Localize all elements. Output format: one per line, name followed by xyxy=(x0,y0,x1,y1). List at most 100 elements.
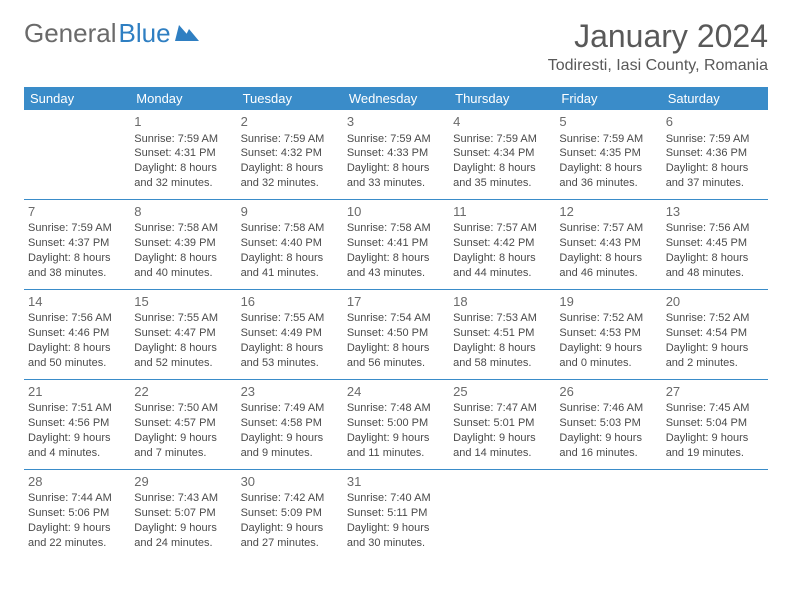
sunrise-line: Sunrise: 7:43 AM xyxy=(134,491,232,506)
calendar-cell: 18Sunrise: 7:53 AMSunset: 4:51 PMDayligh… xyxy=(449,289,555,379)
day-number: 18 xyxy=(453,293,551,311)
calendar-cell: 2Sunrise: 7:59 AMSunset: 4:32 PMDaylight… xyxy=(237,110,343,199)
calendar-cell: 8Sunrise: 7:58 AMSunset: 4:39 PMDaylight… xyxy=(130,199,236,289)
calendar-cell: 12Sunrise: 7:57 AMSunset: 4:43 PMDayligh… xyxy=(555,199,661,289)
sunset-line: Sunset: 4:41 PM xyxy=(347,236,445,251)
daylight-line-2: and 16 minutes. xyxy=(559,446,657,461)
sunrise-line: Sunrise: 7:57 AM xyxy=(559,221,657,236)
sunrise-line: Sunrise: 7:49 AM xyxy=(241,401,339,416)
sunrise-line: Sunrise: 7:45 AM xyxy=(666,401,764,416)
daylight-line-2: and 14 minutes. xyxy=(453,446,551,461)
header: GeneralBlue January 2024 Todiresti, Iasi… xyxy=(24,18,768,75)
daylight-line-1: Daylight: 8 hours xyxy=(347,161,445,176)
sunrise-line: Sunrise: 7:58 AM xyxy=(241,221,339,236)
daylight-line-2: and 38 minutes. xyxy=(28,266,126,281)
daylight-line-2: and 32 minutes. xyxy=(134,176,232,191)
daylight-line-2: and 41 minutes. xyxy=(241,266,339,281)
sunrise-line: Sunrise: 7:52 AM xyxy=(666,311,764,326)
sunrise-line: Sunrise: 7:55 AM xyxy=(241,311,339,326)
daylight-line-2: and 53 minutes. xyxy=(241,356,339,371)
calendar-week: 14Sunrise: 7:56 AMSunset: 4:46 PMDayligh… xyxy=(24,289,768,379)
day-number: 1 xyxy=(134,113,232,131)
daylight-line-1: Daylight: 8 hours xyxy=(28,251,126,266)
sunset-line: Sunset: 4:31 PM xyxy=(134,146,232,161)
sunset-line: Sunset: 5:01 PM xyxy=(453,416,551,431)
calendar-cell: 7Sunrise: 7:59 AMSunset: 4:37 PMDaylight… xyxy=(24,199,130,289)
logo-text-blue: Blue xyxy=(119,18,171,49)
daylight-line-1: Daylight: 9 hours xyxy=(559,341,657,356)
daylight-line-1: Daylight: 9 hours xyxy=(28,521,126,536)
sunrise-line: Sunrise: 7:40 AM xyxy=(347,491,445,506)
calendar-cell: 3Sunrise: 7:59 AMSunset: 4:33 PMDaylight… xyxy=(343,110,449,199)
daylight-line-1: Daylight: 8 hours xyxy=(241,161,339,176)
sunset-line: Sunset: 4:58 PM xyxy=(241,416,339,431)
day-header: Sunday xyxy=(24,87,130,110)
day-header-row: SundayMondayTuesdayWednesdayThursdayFrid… xyxy=(24,87,768,110)
daylight-line-2: and 32 minutes. xyxy=(241,176,339,191)
daylight-line-1: Daylight: 8 hours xyxy=(134,251,232,266)
daylight-line-1: Daylight: 9 hours xyxy=(347,521,445,536)
day-number: 9 xyxy=(241,203,339,221)
sunrise-line: Sunrise: 7:59 AM xyxy=(666,132,764,147)
daylight-line-1: Daylight: 9 hours xyxy=(666,341,764,356)
daylight-line-1: Daylight: 9 hours xyxy=(559,431,657,446)
calendar-cell: 24Sunrise: 7:48 AMSunset: 5:00 PMDayligh… xyxy=(343,379,449,469)
sunrise-line: Sunrise: 7:58 AM xyxy=(134,221,232,236)
calendar-cell: 9Sunrise: 7:58 AMSunset: 4:40 PMDaylight… xyxy=(237,199,343,289)
daylight-line-2: and 33 minutes. xyxy=(347,176,445,191)
calendar-cell: 25Sunrise: 7:47 AMSunset: 5:01 PMDayligh… xyxy=(449,379,555,469)
daylight-line-2: and 27 minutes. xyxy=(241,536,339,551)
sunrise-line: Sunrise: 7:56 AM xyxy=(28,311,126,326)
day-number: 28 xyxy=(28,473,126,491)
day-number: 16 xyxy=(241,293,339,311)
day-number: 5 xyxy=(559,113,657,131)
calendar-cell: 11Sunrise: 7:57 AMSunset: 4:42 PMDayligh… xyxy=(449,199,555,289)
sunset-line: Sunset: 5:11 PM xyxy=(347,506,445,521)
sunrise-line: Sunrise: 7:59 AM xyxy=(134,132,232,147)
sunset-line: Sunset: 4:35 PM xyxy=(559,146,657,161)
calendar-week: 1Sunrise: 7:59 AMSunset: 4:31 PMDaylight… xyxy=(24,110,768,199)
daylight-line-2: and 37 minutes. xyxy=(666,176,764,191)
sunset-line: Sunset: 4:56 PM xyxy=(28,416,126,431)
daylight-line-2: and 35 minutes. xyxy=(453,176,551,191)
sunset-line: Sunset: 4:36 PM xyxy=(666,146,764,161)
daylight-line-2: and 24 minutes. xyxy=(134,536,232,551)
day-number: 10 xyxy=(347,203,445,221)
calendar-table: SundayMondayTuesdayWednesdayThursdayFrid… xyxy=(24,87,768,559)
sunset-line: Sunset: 5:06 PM xyxy=(28,506,126,521)
sunset-line: Sunset: 4:45 PM xyxy=(666,236,764,251)
calendar-cell: 19Sunrise: 7:52 AMSunset: 4:53 PMDayligh… xyxy=(555,289,661,379)
daylight-line-1: Daylight: 9 hours xyxy=(241,431,339,446)
calendar-cell: 22Sunrise: 7:50 AMSunset: 4:57 PMDayligh… xyxy=(130,379,236,469)
day-number: 17 xyxy=(347,293,445,311)
daylight-line-1: Daylight: 8 hours xyxy=(559,161,657,176)
calendar-cell: 16Sunrise: 7:55 AMSunset: 4:49 PMDayligh… xyxy=(237,289,343,379)
day-number: 8 xyxy=(134,203,232,221)
calendar-cell: 1Sunrise: 7:59 AMSunset: 4:31 PMDaylight… xyxy=(130,110,236,199)
sunrise-line: Sunrise: 7:56 AM xyxy=(666,221,764,236)
daylight-line-1: Daylight: 8 hours xyxy=(666,251,764,266)
daylight-line-2: and 4 minutes. xyxy=(28,446,126,461)
day-number: 29 xyxy=(134,473,232,491)
daylight-line-2: and 36 minutes. xyxy=(559,176,657,191)
daylight-line-1: Daylight: 8 hours xyxy=(453,161,551,176)
calendar-cell: 30Sunrise: 7:42 AMSunset: 5:09 PMDayligh… xyxy=(237,469,343,558)
calendar-cell: 13Sunrise: 7:56 AMSunset: 4:45 PMDayligh… xyxy=(662,199,768,289)
calendar-cell xyxy=(24,110,130,199)
sunset-line: Sunset: 4:39 PM xyxy=(134,236,232,251)
sunrise-line: Sunrise: 7:59 AM xyxy=(241,132,339,147)
sunrise-line: Sunrise: 7:59 AM xyxy=(453,132,551,147)
calendar-cell: 29Sunrise: 7:43 AMSunset: 5:07 PMDayligh… xyxy=(130,469,236,558)
title-block: January 2024 Todiresti, Iasi County, Rom… xyxy=(548,18,768,75)
sunset-line: Sunset: 5:03 PM xyxy=(559,416,657,431)
day-number: 22 xyxy=(134,383,232,401)
day-header: Monday xyxy=(130,87,236,110)
calendar-cell xyxy=(555,469,661,558)
day-number: 4 xyxy=(453,113,551,131)
day-number: 30 xyxy=(241,473,339,491)
day-number: 6 xyxy=(666,113,764,131)
daylight-line-1: Daylight: 8 hours xyxy=(559,251,657,266)
daylight-line-2: and 48 minutes. xyxy=(666,266,764,281)
sunrise-line: Sunrise: 7:53 AM xyxy=(453,311,551,326)
daylight-line-2: and 11 minutes. xyxy=(347,446,445,461)
